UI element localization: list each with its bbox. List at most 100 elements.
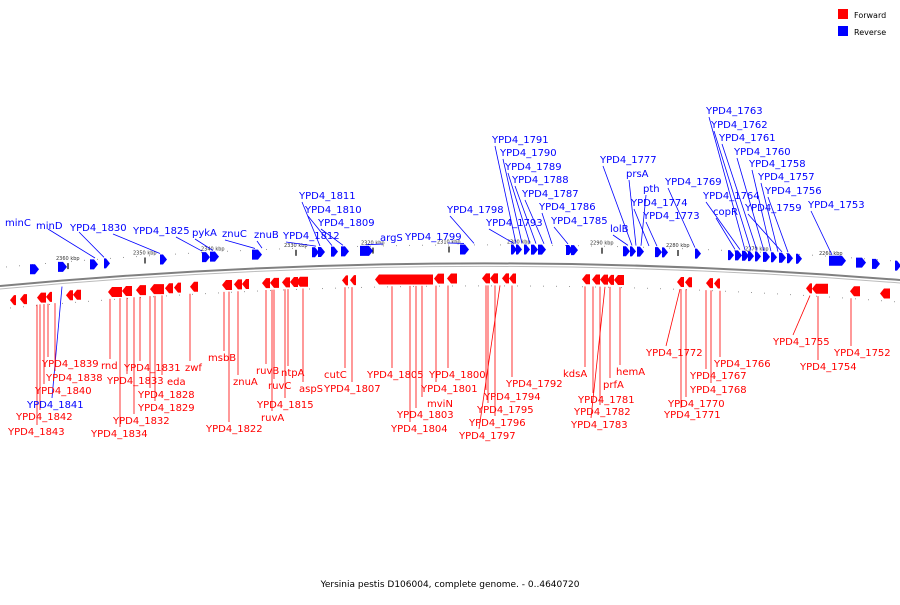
- reverse-leader-line: [629, 180, 636, 246]
- gene-label-ypd4-1804: YPD4_1804: [390, 424, 448, 435]
- ruler-dot: [123, 257, 124, 258]
- ruler-dot: [565, 245, 566, 246]
- reverse-gene-arrow: [538, 245, 546, 255]
- ruler-dot: [23, 306, 24, 307]
- gene-label-ypd4-1795: YPD4_1795: [476, 405, 534, 416]
- scale-tick-label: 2340 kbp: [201, 246, 225, 252]
- forward-gene-arrow: [614, 275, 624, 285]
- gene-label-ypd4-1766: YPD4_1766: [713, 359, 771, 370]
- ruler-dot: [97, 259, 98, 260]
- forward-leader-line: [666, 289, 680, 346]
- ruler-dot: [448, 245, 449, 246]
- ruler-dot: [543, 286, 544, 287]
- forward-gene-arrow: [592, 274, 600, 284]
- forward-gene-arrow: [850, 286, 860, 296]
- ruler-dot: [422, 245, 423, 246]
- forward-gene-arrow: [600, 275, 608, 285]
- forward-gene-arrow: [482, 273, 490, 283]
- gene-label-ypd4-1833: YPD4_1833: [106, 376, 164, 387]
- legend-forward-label: Forward: [854, 11, 886, 20]
- gene-label-rnd: rnd: [101, 361, 118, 372]
- reverse-gene-arrow: [796, 254, 802, 264]
- ruler-dot: [751, 292, 752, 293]
- forward-gene-arrow: [607, 275, 614, 285]
- gene-label-znuc: znuC: [222, 229, 247, 240]
- gene-label-ypd4-1810: YPD4_1810: [304, 205, 362, 216]
- forward-gene-arrow: [108, 287, 122, 297]
- ruler-dot: [361, 287, 362, 288]
- ruler-dot: [604, 246, 605, 247]
- reverse-gene-arrow: [771, 252, 777, 262]
- reverse-gene-arrow: [210, 252, 219, 262]
- reverse-gene-arrow: [728, 250, 734, 260]
- ruler-dot: [682, 248, 683, 249]
- gene-label-copr: copR: [713, 207, 738, 218]
- ruler-dot: [465, 285, 466, 286]
- gene-label-ruvc: ruvC: [268, 381, 291, 392]
- ruler-dot: [396, 245, 397, 246]
- gene-label-hema: hemA: [616, 367, 645, 378]
- forward-gene-arrow: [282, 277, 290, 287]
- gene-label-ypd4-1789: YPD4_1789: [504, 162, 562, 173]
- forward-gene-arrow: [150, 284, 164, 294]
- ruler-dot: [292, 248, 293, 249]
- forward-gene-arrow: [502, 273, 509, 283]
- ruler-dot: [747, 251, 748, 252]
- ruler-dot: [283, 289, 284, 290]
- ruler-dot: [348, 287, 349, 288]
- ruler-dot: [712, 290, 713, 291]
- gene-label-ypd4-1801: YPD4_1801: [420, 384, 478, 395]
- forward-gene-arrow: [350, 275, 356, 285]
- forward-gene-arrow: [46, 292, 52, 302]
- ruler-dot: [175, 254, 176, 255]
- forward-gene-arrow: [37, 293, 46, 303]
- gene-label-ypd4-1785: YPD4_1785: [550, 216, 608, 227]
- forward-leader-line: [793, 296, 810, 335]
- reverse-gene-arrow: [779, 253, 786, 263]
- forward-gene-arrow: [20, 294, 27, 304]
- reverse-gene-arrow: [755, 251, 761, 261]
- gene-label-ypd4-1752: YPD4_1752: [833, 348, 891, 359]
- reverse-gene-arrow: [460, 244, 469, 254]
- forward-gene-arrow: [880, 288, 890, 298]
- ruler-dot: [452, 286, 453, 287]
- ruler-dot: [591, 245, 592, 246]
- ruler-dot: [851, 257, 852, 258]
- gene-label-ypd4-1841: YPD4_1841: [26, 400, 84, 411]
- forward-gene-arrow: [375, 275, 433, 285]
- gene-label-ypd4-1786: YPD4_1786: [538, 202, 596, 213]
- gene-label-znub: znuB: [254, 230, 279, 241]
- ruler-dot: [877, 259, 878, 260]
- gene-label-ypd4-1829: YPD4_1829: [137, 403, 195, 414]
- gene-label-ypd4-1783: YPD4_1783: [570, 420, 628, 431]
- forward-gene-arrow: [10, 295, 16, 305]
- gene-label-ypd4-1811: YPD4_1811: [298, 191, 356, 202]
- forward-gene-arrow: [242, 279, 249, 289]
- ruler-dot: [244, 291, 245, 292]
- ruler-dot: [88, 301, 89, 302]
- legend: Forward Reverse: [838, 9, 886, 37]
- gene-label-ypd4-1803: YPD4_1803: [396, 410, 454, 421]
- ruler-dot: [179, 295, 180, 296]
- ruler-dot: [188, 253, 189, 254]
- ruler-dot: [504, 285, 505, 286]
- gene-label-ypd4-1798: YPD4_1798: [446, 205, 504, 216]
- ruler-dot: [708, 249, 709, 250]
- reverse-leader-line: [554, 227, 568, 244]
- reverse-leader-line: [716, 218, 735, 249]
- ruler-dot: [19, 265, 20, 266]
- gene-label-ypd4-1797: YPD4_1797: [458, 431, 516, 442]
- ruler-dot: [829, 297, 830, 298]
- gene-label-ypd4-1773: YPD4_1773: [642, 211, 700, 222]
- ruler-dot: [777, 293, 778, 294]
- reverse-gene-arrows: [30, 244, 900, 274]
- ruler-dot: [335, 288, 336, 289]
- legend-reverse-swatch: [838, 26, 848, 36]
- ruler-dot: [500, 244, 501, 245]
- forward-gene-arrow: [685, 277, 692, 287]
- ruler-dot: [266, 249, 267, 250]
- gene-label-ypd4-1831: YPD4_1831: [123, 363, 181, 374]
- ruler-dot: [660, 288, 661, 289]
- reverse-gene-arrow: [735, 250, 742, 260]
